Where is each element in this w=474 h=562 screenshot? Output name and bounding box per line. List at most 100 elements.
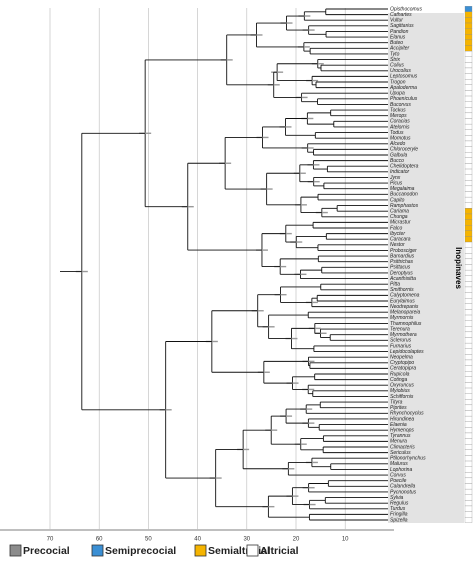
taxon-label: Tyrannus [390, 433, 411, 439]
trait-box [464, 112, 473, 119]
trait-box [464, 281, 473, 288]
taxon-label: Accipiter [389, 46, 410, 52]
trait-box [464, 45, 473, 52]
trait-box [464, 494, 473, 501]
tick-label: 60 [96, 537, 103, 543]
trait-box [464, 174, 473, 181]
taxon-label: Menura [390, 439, 407, 445]
trait-box [464, 399, 473, 406]
taxon-label: Rhynchocyclus [390, 411, 424, 417]
legend-swatch [246, 544, 259, 557]
taxon-label: Megalaima [390, 186, 415, 192]
trait-box [464, 258, 473, 265]
taxon-label: Capito [390, 197, 405, 203]
trait-box [464, 236, 473, 243]
taxon-label: Barnardius [390, 253, 415, 259]
taxon-label: Jynx [389, 175, 401, 181]
trait-box [464, 241, 473, 248]
trait-box [464, 163, 473, 170]
taxon-label: Cariama [390, 208, 409, 214]
taxon-label: Chloroceryle [390, 147, 418, 153]
trait-box [464, 382, 473, 389]
tick-label: 30 [243, 537, 250, 543]
taxon-label: Piprites [390, 405, 407, 411]
trait-box [464, 230, 473, 237]
trait-box [464, 387, 473, 394]
taxon-label: Picus [390, 180, 403, 186]
taxon-label: Galbula [390, 152, 407, 158]
taxon-label: Tyto [390, 51, 400, 57]
taxon-label: Merops [390, 113, 407, 119]
taxon-label: Chunga [390, 214, 408, 220]
trait-box [464, 135, 473, 142]
trait-box [464, 410, 473, 417]
trait-box [464, 438, 473, 445]
trait-box [464, 444, 473, 450]
trait-box [464, 247, 473, 254]
trait-box [464, 371, 473, 377]
taxon-label: Elaenia [390, 422, 407, 428]
taxon-label: Hymenops [390, 427, 414, 433]
trait-box [464, 84, 473, 91]
trait-box [464, 303, 473, 310]
trait-box [464, 460, 473, 467]
trait-box [464, 483, 473, 490]
taxon-label: Sylvia [390, 495, 404, 501]
tick-label: 20 [293, 537, 300, 543]
taxon-label: Alcedo [389, 141, 406, 147]
taxon-label: Ptilonorhynchus [390, 456, 426, 462]
trait-box [464, 79, 473, 85]
trait-box [464, 511, 473, 518]
taxon-label: Eurylaimus [390, 298, 415, 304]
taxon-label: Sagittarius [390, 23, 414, 29]
taxon-label: Leptosomus [390, 74, 418, 80]
taxon-label: Regulus [390, 500, 409, 506]
taxon-label: Probosciger [390, 248, 417, 254]
trait-box [464, 6, 473, 12]
taxon-label: Caracara [390, 237, 411, 243]
taxon-label: Atelornis [389, 124, 410, 130]
taxon-label: Pycnonotus [390, 489, 417, 495]
trait-box [464, 90, 473, 97]
trait-box [464, 196, 473, 203]
trait-box [464, 466, 473, 473]
trait-box [464, 168, 473, 175]
taxon-label: Climacteris [390, 444, 415, 450]
taxon-label: Lophorina [390, 467, 412, 473]
trait-box [464, 95, 473, 102]
trait-box [464, 326, 473, 333]
taxon-label: Colius [390, 62, 404, 68]
trait-box [464, 180, 473, 187]
clade-label: Inopinaves [454, 247, 463, 289]
trait-box [464, 359, 473, 366]
taxon-label: Psittacus [390, 265, 411, 271]
trait-box [464, 421, 473, 428]
clade-band [388, 13, 464, 523]
trait-box [464, 67, 473, 74]
legend-label: Altricial [260, 545, 299, 557]
trait-box [464, 298, 473, 304]
legend-swatch [9, 544, 22, 557]
trait-box [464, 28, 473, 35]
trait-box [464, 213, 473, 220]
trait-box [464, 152, 473, 158]
taxon-label: Chelidoptera [390, 164, 419, 170]
taxon-label: Hirundinea [390, 416, 414, 422]
legend-swatch [194, 544, 207, 557]
trait-box [464, 337, 473, 344]
trait-box [464, 123, 473, 130]
trait-box [464, 477, 473, 484]
trait-box [464, 62, 473, 69]
tick-label: 40 [194, 537, 201, 543]
taxon-label: Schiffornis [390, 394, 414, 400]
trait-box [464, 17, 473, 24]
trait-box [464, 269, 473, 276]
tick-label: 10 [342, 537, 349, 543]
taxon-label: Tityra [390, 399, 403, 405]
taxon-label: Trogon [390, 79, 406, 85]
trait-box [464, 129, 473, 136]
trait-box [464, 34, 473, 41]
trait-box [464, 393, 473, 400]
trait-box [464, 146, 473, 153]
trait-box [464, 140, 473, 147]
